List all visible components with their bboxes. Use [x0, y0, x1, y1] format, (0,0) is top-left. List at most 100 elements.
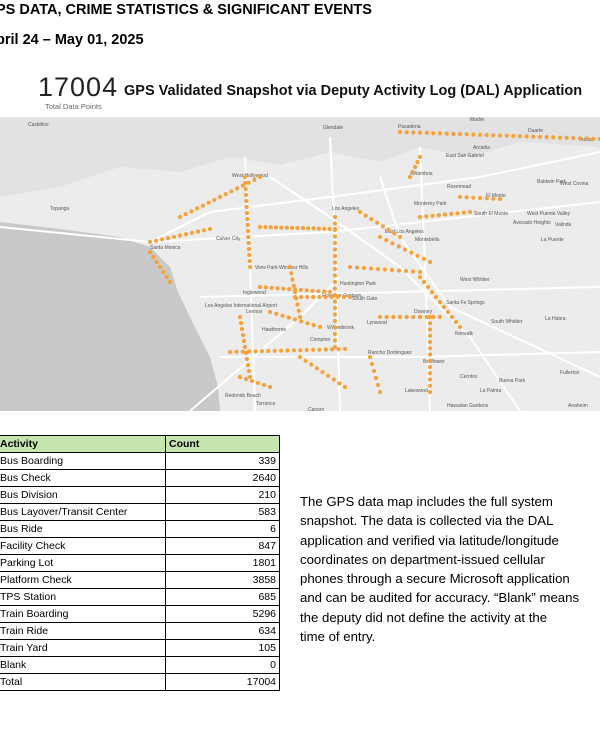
gps-point: [427, 321, 433, 326]
gps-point: [242, 344, 248, 350]
gps-point: [237, 374, 243, 380]
total-data-points-value: 17004: [38, 72, 119, 102]
map-place-label: Arcadia: [473, 145, 490, 151]
map-place-label: Cerritos: [460, 374, 478, 380]
gps-point: [464, 132, 469, 137]
gps-point: [246, 234, 251, 240]
gps-point: [195, 229, 201, 234]
map-place-label: Rosemead: [447, 184, 471, 190]
gps-point: [410, 169, 415, 175]
gps-point: [336, 347, 341, 352]
activity-table: Activity Count Bus Boarding 339 Bus Check…: [0, 435, 280, 691]
gps-point: [332, 260, 338, 265]
gps-point: [332, 247, 338, 252]
gps-point: [332, 312, 338, 317]
gps-point: [404, 130, 409, 135]
gps-point: [327, 289, 333, 295]
gps-point: [332, 286, 338, 291]
gps-point: [390, 241, 395, 246]
gps-point: [375, 220, 380, 225]
note-line: application and verified via latitude/lo…: [300, 532, 559, 548]
gps-point: [367, 354, 373, 360]
map-place-label: Compton: [310, 337, 331, 343]
gps-point: [247, 349, 252, 354]
gps-point: [287, 287, 292, 292]
gps-point: [257, 284, 263, 290]
note-line: phones through a secure Microsoft applic…: [300, 571, 570, 587]
gps-point: [267, 309, 273, 315]
count-cell: 17004: [165, 673, 280, 691]
map-place-label: West Whittier: [460, 277, 490, 283]
map-place-label: Florence-Graham: [322, 293, 361, 299]
map-place-label: Pasadena: [398, 124, 421, 130]
gps-point: [151, 254, 156, 260]
gps-point: [457, 132, 463, 137]
gps-point: [427, 383, 433, 388]
gps-point: [403, 268, 409, 274]
map-place-label: Rancho Dominguez: [368, 350, 412, 356]
gps-point: [247, 264, 253, 270]
gps-point: [577, 136, 583, 141]
gps-point: [332, 234, 338, 239]
gps-point: [147, 239, 153, 245]
gps-point: [337, 381, 342, 386]
activity-cell: TPS Station: [0, 588, 166, 606]
gps-point: [380, 224, 385, 229]
gps-point: [455, 211, 460, 216]
gps-point: [305, 321, 310, 326]
count-cell: 0: [165, 656, 280, 674]
gps-point: [477, 132, 483, 137]
gps-point: [375, 266, 381, 272]
map-place-label: View Park-Windsor Hills: [255, 265, 309, 271]
activity-cell: Bus Division: [0, 486, 166, 504]
gps-point: [303, 358, 308, 363]
gps-point: [295, 302, 300, 307]
gps-point: [247, 374, 253, 380]
gps-point: [427, 389, 433, 395]
gps-point: [304, 347, 309, 353]
gps-point: [427, 339, 433, 345]
gps-point: [266, 348, 271, 354]
gps-point: [361, 265, 367, 271]
gps-point: [368, 266, 374, 271]
note-line: snapshot. The data is collected via the …: [300, 513, 554, 529]
gps-point: [243, 376, 249, 382]
gps-point: [320, 369, 325, 375]
gps-point: [347, 264, 353, 270]
map-place-label: South Gate: [352, 296, 378, 302]
gps-point: [298, 287, 303, 292]
table-total-row: Total 17004: [0, 673, 280, 691]
gps-point: [326, 373, 331, 378]
gps-point: [257, 224, 263, 230]
gps-point: [417, 269, 423, 275]
gps-point: [275, 286, 280, 291]
gps-point: [292, 317, 298, 322]
map-place-label: Castellos: [28, 122, 49, 128]
gps-point: [235, 186, 240, 191]
gps-point: [415, 253, 420, 258]
map-place-label: Valinda: [555, 222, 572, 228]
gps-point: [412, 164, 418, 170]
map-place-label: Carson: [308, 407, 324, 411]
gps-point: [281, 286, 286, 291]
column-header-activity: Activity: [0, 435, 166, 453]
gps-point: [411, 130, 416, 135]
gps-point: [229, 189, 234, 194]
gps-point: [427, 327, 433, 332]
count-cell: 634: [165, 622, 280, 640]
gps-point: [417, 154, 423, 160]
gps-point: [154, 259, 159, 265]
gps-point: [322, 289, 327, 294]
map-place-label: Duarte: [528, 128, 543, 134]
gps-point: [504, 133, 509, 138]
report-date-range: pril 24 – May 01, 2025: [0, 32, 144, 48]
map-place-label: Buena Park: [499, 378, 526, 384]
gps-point: [584, 136, 589, 141]
gps-point: [332, 344, 338, 350]
table-row: Train Yard 105: [0, 639, 280, 657]
gps-point: [424, 214, 429, 219]
gps-point: [183, 212, 188, 217]
map-place-label: La Habra: [545, 316, 566, 322]
table-row: Blank 0: [0, 656, 280, 674]
gps-point: [427, 333, 433, 338]
